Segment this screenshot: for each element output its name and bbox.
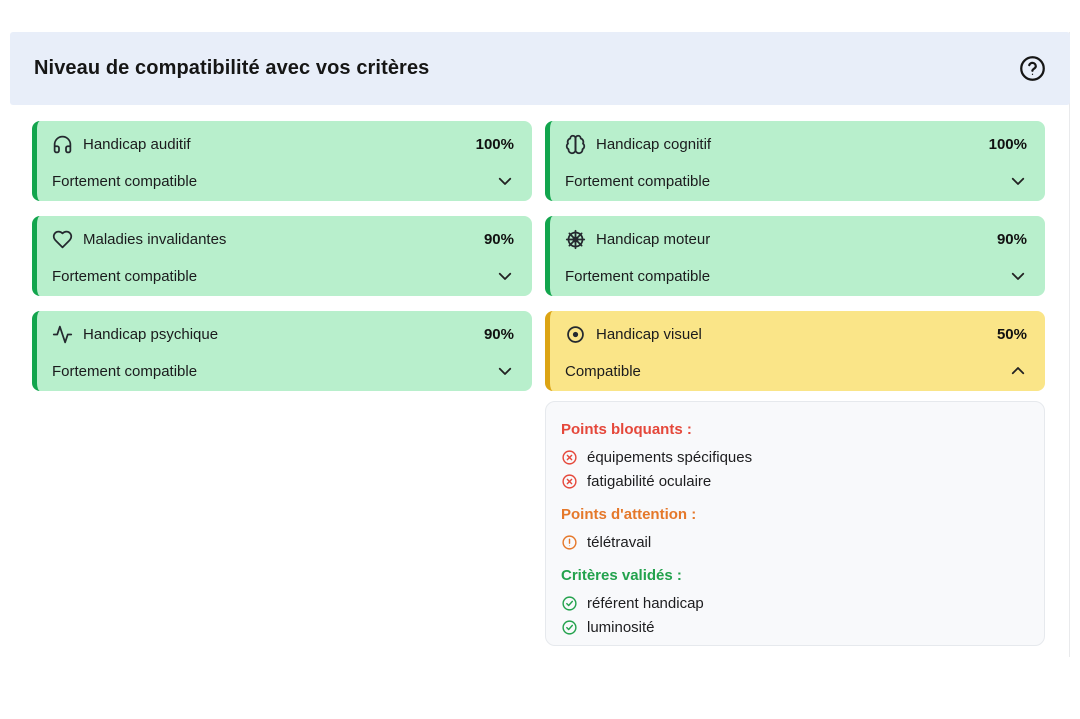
blocking-item: équipements spécifiques bbox=[587, 448, 753, 466]
headphones-icon bbox=[52, 134, 73, 155]
chevron-down-icon[interactable] bbox=[496, 267, 514, 285]
circle-check-icon bbox=[561, 595, 578, 612]
attention-points-section: Points d'attention : télétravail bbox=[561, 506, 1028, 554]
details-panel: Points bloquants : équipements spécifiqu… bbox=[545, 401, 1045, 646]
attention-item: télétravail bbox=[587, 533, 652, 551]
card-status: Fortement compatible bbox=[52, 362, 198, 380]
chevron-up-icon[interactable] bbox=[1009, 362, 1027, 380]
card-status: Fortement compatible bbox=[52, 172, 198, 190]
cards-grid: Handicap auditif 100% Fortement compatib… bbox=[32, 121, 1045, 646]
card-maladies-invalidantes[interactable]: Maladies invalidantes 90% Fortement comp… bbox=[32, 216, 532, 296]
validated-criteria-heading: Critères validés : bbox=[561, 567, 682, 584]
list-item: télétravail bbox=[561, 530, 1028, 554]
eye-icon bbox=[565, 324, 586, 345]
card-label: Maladies invalidantes bbox=[83, 231, 227, 248]
circle-check-icon bbox=[561, 619, 578, 636]
card-percent: 90% bbox=[483, 231, 514, 248]
card-label: Handicap psychique bbox=[83, 326, 219, 343]
card-status: Fortement compatible bbox=[565, 267, 711, 285]
card-label: Handicap auditif bbox=[83, 136, 191, 153]
page-title: Niveau de compatibilité avec vos critère… bbox=[34, 57, 430, 79]
help-circle-icon[interactable] bbox=[1019, 55, 1046, 82]
card-handicap-moteur[interactable]: Handicap moteur 90% Fortement compatible bbox=[545, 216, 1045, 296]
list-item: équipements spécifiques bbox=[561, 445, 1028, 469]
chevron-down-icon[interactable] bbox=[496, 362, 514, 380]
card-label: Handicap visuel bbox=[596, 326, 702, 343]
card-status: Fortement compatible bbox=[565, 172, 711, 190]
card-percent: 90% bbox=[483, 326, 514, 343]
brain-icon bbox=[565, 134, 586, 155]
wheel-icon bbox=[565, 229, 586, 250]
card-label: Handicap cognitif bbox=[596, 136, 712, 153]
heart-icon bbox=[52, 229, 73, 250]
list-item: référent handicap bbox=[561, 591, 1028, 615]
chevron-down-icon[interactable] bbox=[1009, 267, 1027, 285]
validated-criteria-section: Critères validés : référent handicap lum… bbox=[561, 567, 1028, 639]
card-handicap-auditif[interactable]: Handicap auditif 100% Fortement compatib… bbox=[32, 121, 532, 201]
chevron-down-icon[interactable] bbox=[1009, 172, 1027, 190]
card-handicap-psychique[interactable]: Handicap psychique 90% Fortement compati… bbox=[32, 311, 532, 391]
chevron-down-icon[interactable] bbox=[496, 172, 514, 190]
card-percent: 50% bbox=[996, 326, 1027, 343]
left-column: Handicap auditif 100% Fortement compatib… bbox=[32, 121, 532, 646]
list-item: fatigabilité oculaire bbox=[561, 469, 1028, 493]
activity-pulse-icon bbox=[52, 324, 73, 345]
card-handicap-cognitif[interactable]: Handicap cognitif 100% Fortement compati… bbox=[545, 121, 1045, 201]
card-status: Fortement compatible bbox=[52, 267, 198, 285]
circle-x-icon bbox=[561, 473, 578, 490]
card-status: Compatible bbox=[565, 362, 641, 380]
card-label: Handicap moteur bbox=[596, 231, 711, 248]
list-item: luminosité bbox=[561, 615, 1028, 639]
validated-item: référent handicap bbox=[587, 594, 704, 612]
circle-exclamation-icon bbox=[561, 534, 578, 551]
right-column: Handicap cognitif 100% Fortement compati… bbox=[545, 121, 1045, 646]
card-handicap-visuel[interactable]: Handicap visuel 50% Compatible bbox=[545, 311, 1045, 391]
card-percent: 100% bbox=[988, 136, 1027, 153]
attention-points-heading: Points d'attention : bbox=[561, 506, 697, 523]
widget-header: Niveau de compatibilité avec vos critère… bbox=[10, 32, 1070, 105]
blocking-item: fatigabilité oculaire bbox=[587, 472, 712, 490]
card-percent: 90% bbox=[996, 231, 1027, 248]
compatibility-widget: Niveau de compatibilité avec vos critère… bbox=[10, 32, 1070, 657]
blocking-points-heading: Points bloquants : bbox=[561, 421, 692, 438]
circle-x-icon bbox=[561, 449, 578, 466]
blocking-points-section: Points bloquants : équipements spécifiqu… bbox=[561, 421, 1028, 493]
validated-item: luminosité bbox=[587, 618, 655, 636]
card-percent: 100% bbox=[475, 136, 514, 153]
